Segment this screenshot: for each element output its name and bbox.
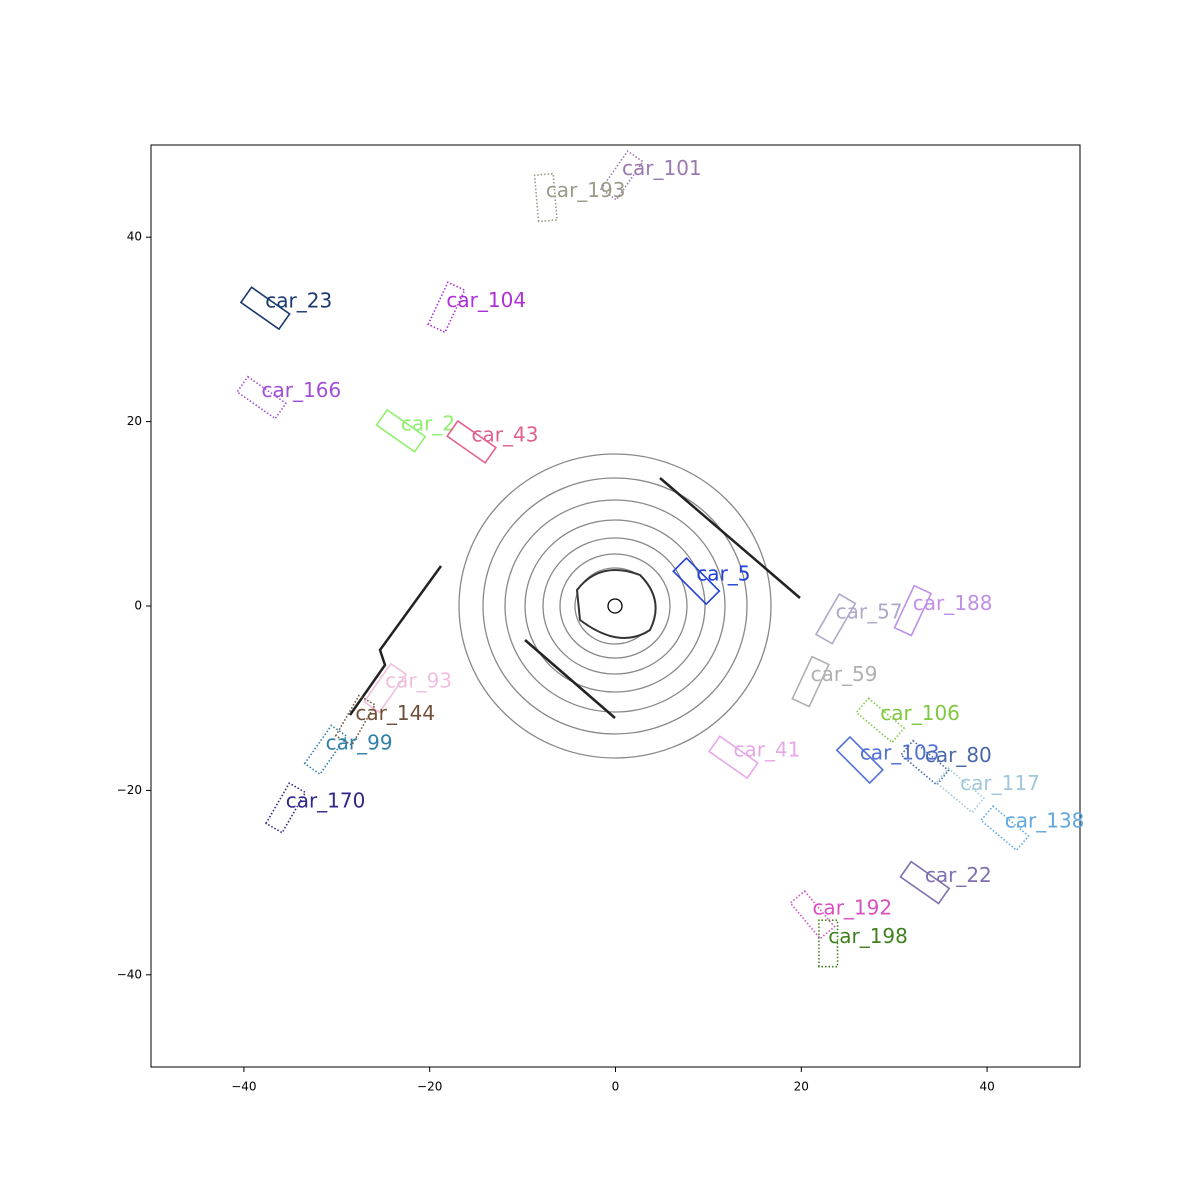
y-tick-label: 0: [134, 599, 142, 613]
bounding-box: [239, 286, 291, 331]
box-label: car_93: [385, 669, 452, 693]
bounding-box: [599, 149, 645, 201]
box-label: car_43: [472, 422, 539, 446]
box-label: car_99: [326, 730, 393, 754]
bounding-box: [835, 735, 884, 785]
box-label: car_104: [446, 288, 526, 312]
bounding-box: [899, 739, 950, 786]
y-tick-label: −40: [117, 967, 142, 981]
bounding-box: [789, 889, 836, 940]
box-label: car_22: [925, 863, 992, 887]
bounding-box: [935, 767, 986, 814]
box-label: car_188: [913, 591, 993, 615]
y-tick-label: 40: [127, 230, 142, 244]
box-label: car_2: [401, 411, 455, 435]
bounding-box: [814, 593, 857, 645]
x-tick-label: −40: [231, 1080, 256, 1094]
bounding-box: [334, 694, 377, 747]
bounding-box: [791, 655, 830, 708]
box-label: car_59: [811, 662, 878, 686]
x-tick-label: 40: [979, 1080, 994, 1094]
box-label: car_138: [1005, 809, 1085, 833]
box-label: car_80: [925, 743, 992, 767]
box-label: car_101: [622, 156, 702, 180]
box-label: car_117: [960, 771, 1040, 795]
box-label: car_144: [355, 701, 435, 725]
bounding-box: [899, 860, 951, 905]
bounding-box: [363, 662, 408, 714]
point-cloud: [348, 453, 801, 759]
x-tick-label: 0: [612, 1080, 620, 1094]
box-label: car_106: [880, 701, 960, 725]
bounding-box: [818, 919, 839, 968]
y-tick-label: −20: [117, 783, 142, 797]
bounding-box: [236, 375, 288, 420]
x-tick-label: −20: [417, 1080, 442, 1094]
bounding-box: [708, 735, 759, 780]
box-label: car_192: [812, 895, 892, 919]
bounding-box: [979, 805, 1030, 852]
bounding-box: [427, 281, 466, 334]
bounding-box: [446, 419, 497, 464]
bounding-box: [533, 172, 558, 223]
box-label: car_41: [733, 738, 800, 762]
box-label: car_170: [286, 788, 366, 812]
box-label: car_57: [836, 599, 903, 623]
x-tick-label: 20: [794, 1080, 809, 1094]
box-label: car_5: [696, 562, 750, 586]
box-label: car_166: [262, 378, 342, 402]
box-label: car_198: [828, 924, 908, 948]
box-label: car_23: [265, 289, 332, 313]
bounding-box: [855, 697, 906, 744]
bounding-box: [893, 584, 933, 637]
box-label: car_193: [546, 178, 626, 202]
bounding-box: [264, 782, 307, 834]
bounding-box: [375, 408, 427, 453]
bounding-box: [303, 724, 348, 776]
y-tick-label: 20: [127, 414, 142, 428]
bounding-box: [672, 556, 721, 606]
